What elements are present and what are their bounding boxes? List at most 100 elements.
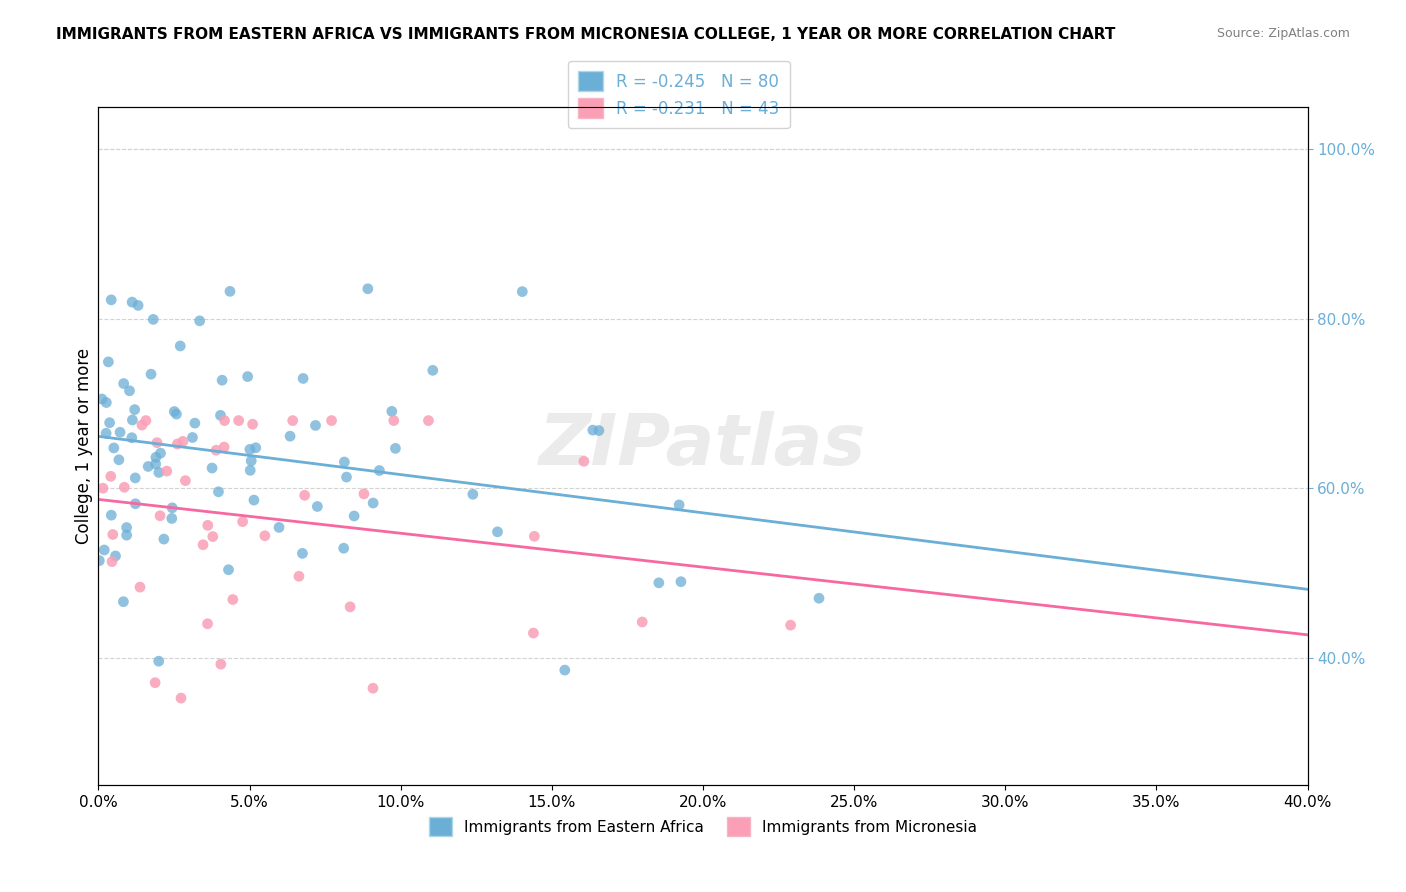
Point xyxy=(228,414,250,428)
Point xyxy=(209,657,232,672)
Point xyxy=(169,339,191,353)
Point xyxy=(214,414,236,428)
Point xyxy=(281,414,304,428)
Point xyxy=(172,434,194,449)
Point xyxy=(236,369,259,384)
Point xyxy=(332,541,354,556)
Point xyxy=(668,498,690,512)
Point xyxy=(115,528,138,542)
Point xyxy=(335,470,357,484)
Point xyxy=(174,474,197,488)
Point xyxy=(112,480,135,494)
Point xyxy=(91,481,114,495)
Point xyxy=(188,314,211,328)
Point xyxy=(124,497,146,511)
Point xyxy=(112,595,135,609)
Point xyxy=(209,409,232,423)
Point xyxy=(631,615,654,629)
Point xyxy=(94,426,117,441)
Point xyxy=(572,454,595,468)
Point xyxy=(294,488,316,502)
Point xyxy=(121,413,143,427)
Point xyxy=(98,416,121,430)
Point xyxy=(103,441,125,455)
Point xyxy=(422,363,444,377)
Point xyxy=(201,530,224,544)
Point xyxy=(240,454,263,468)
Point xyxy=(418,414,440,428)
Point xyxy=(239,463,262,477)
Point xyxy=(127,298,149,312)
Point xyxy=(648,575,671,590)
Point xyxy=(245,441,267,455)
Point xyxy=(510,285,533,299)
Point xyxy=(96,395,118,409)
Point xyxy=(100,469,122,483)
Point xyxy=(368,463,391,477)
Point xyxy=(522,626,544,640)
Point xyxy=(160,511,183,525)
Point xyxy=(588,424,610,438)
Text: ZIPatlas: ZIPatlas xyxy=(540,411,866,481)
Point xyxy=(197,518,219,533)
Point xyxy=(291,546,314,560)
Y-axis label: College, 1 year or more: College, 1 year or more xyxy=(75,348,93,544)
Point xyxy=(101,555,124,569)
Point xyxy=(808,591,831,606)
Point xyxy=(148,466,170,480)
Point xyxy=(142,312,165,326)
Point xyxy=(89,553,111,567)
Point xyxy=(93,543,115,558)
Point xyxy=(97,355,120,369)
Point xyxy=(361,681,384,696)
Point xyxy=(104,549,127,563)
Point xyxy=(156,464,179,478)
Point xyxy=(278,429,301,443)
Text: IMMIGRANTS FROM EASTERN AFRICA VS IMMIGRANTS FROM MICRONESIA COLLEGE, 1 YEAR OR : IMMIGRANTS FROM EASTERN AFRICA VS IMMIGR… xyxy=(56,27,1115,42)
Point xyxy=(222,592,245,607)
Point xyxy=(112,376,135,391)
Point xyxy=(267,520,290,534)
Point xyxy=(307,500,329,514)
Point xyxy=(149,446,172,460)
Point xyxy=(146,435,169,450)
Point xyxy=(232,515,254,529)
Point xyxy=(145,450,167,465)
Point xyxy=(184,416,207,430)
Point xyxy=(333,455,356,469)
Point xyxy=(205,443,228,458)
Point xyxy=(191,538,214,552)
Point xyxy=(288,569,311,583)
Point xyxy=(101,527,124,541)
Point xyxy=(108,425,131,440)
Point xyxy=(131,418,153,433)
Point xyxy=(149,508,172,523)
Point xyxy=(218,563,240,577)
Point xyxy=(165,407,187,421)
Point xyxy=(108,452,131,467)
Point xyxy=(343,508,366,523)
Point xyxy=(382,414,405,428)
Point xyxy=(523,529,546,543)
Point xyxy=(115,520,138,534)
Point xyxy=(170,691,193,706)
Legend: Immigrants from Eastern Africa, Immigrants from Micronesia: Immigrants from Eastern Africa, Immigran… xyxy=(420,808,986,845)
Point xyxy=(304,418,326,433)
Point xyxy=(357,282,380,296)
Point xyxy=(321,414,343,428)
Point xyxy=(121,295,143,310)
Point xyxy=(239,442,262,457)
Point xyxy=(153,532,176,546)
Point xyxy=(124,402,146,417)
Point xyxy=(148,654,170,668)
Point xyxy=(197,616,219,631)
Point xyxy=(181,430,204,444)
Point xyxy=(461,487,484,501)
Point xyxy=(353,487,375,501)
Point xyxy=(242,417,264,432)
Point xyxy=(292,371,315,385)
Point xyxy=(136,459,159,474)
Point xyxy=(211,373,233,387)
Point xyxy=(121,431,143,445)
Point xyxy=(361,496,384,510)
